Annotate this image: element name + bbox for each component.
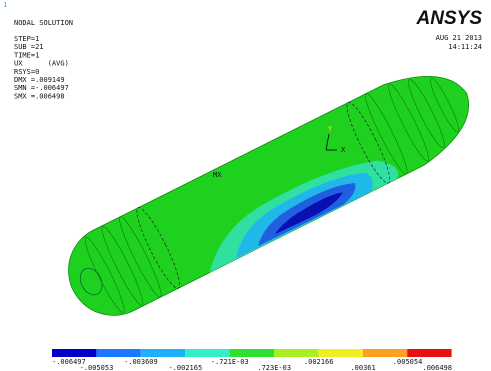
- legend-label: -.721E-03: [211, 358, 249, 366]
- header-title: NODAL SOLUTION: [14, 19, 73, 27]
- legend-label: .005054: [393, 358, 423, 366]
- legend-swatch: [318, 349, 362, 357]
- legend-swatch: [363, 349, 407, 357]
- max-marker: MX: [213, 171, 222, 179]
- legend-label: -.003609: [124, 358, 158, 366]
- header-line: SMN =-.006497: [14, 84, 69, 92]
- ansys-view: 1 NODAL SOLUTION STEP=1SUB =21TIME=1UX (…: [0, 0, 491, 371]
- header-line: STEP=1: [14, 35, 39, 43]
- legend-swatch: [141, 349, 185, 357]
- header-line: RSYS=0: [14, 68, 39, 76]
- legend-swatch: [274, 349, 318, 357]
- time: 14:11:24: [448, 43, 482, 51]
- header-line: DMX =.009149: [14, 76, 65, 84]
- legend-label: .002166: [304, 358, 334, 366]
- legend-swatch: [52, 349, 96, 357]
- header-line: SMX =.006498: [14, 92, 65, 100]
- legend-label: .723E-03: [257, 364, 291, 371]
- legend-label: .006498: [422, 364, 452, 371]
- header-line: TIME=1: [14, 51, 39, 59]
- window-number: 1: [3, 1, 7, 9]
- legend-swatch: [185, 349, 229, 357]
- date: AUG 21 2013: [436, 34, 482, 42]
- legend-swatch: [407, 349, 451, 357]
- legend-swatch: [96, 349, 140, 357]
- header-line: SUB =21: [14, 43, 44, 51]
- legend-label: .00361: [350, 364, 375, 371]
- header-line: UX (AVG): [14, 60, 69, 68]
- logo: ANSYS: [416, 8, 483, 29]
- legend-label: -.002165: [168, 364, 202, 371]
- legend-swatch: [230, 349, 274, 357]
- legend-label: -.005053: [80, 364, 114, 371]
